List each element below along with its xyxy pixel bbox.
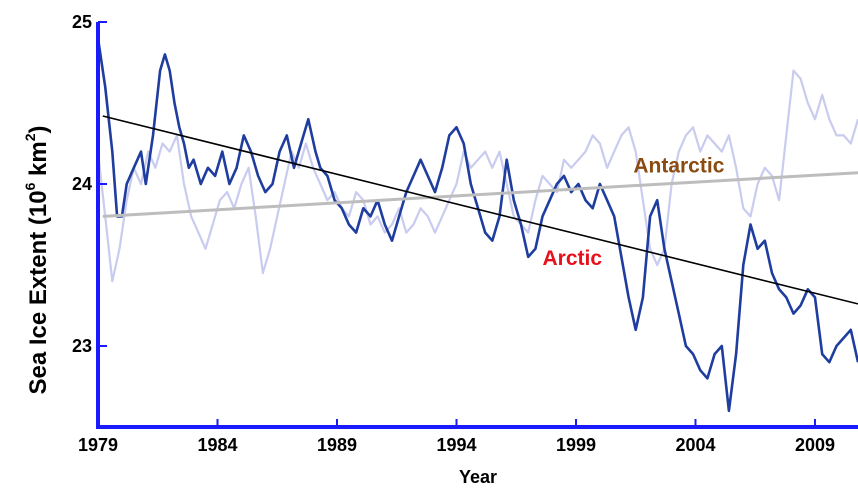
y-axis-title-close: )	[25, 125, 52, 133]
y-axis-title: Sea Ice Extent (106 km2)	[22, 125, 52, 394]
y-tick-label: 25	[72, 12, 92, 32]
y-axis-title-unit-exp: 2	[22, 133, 38, 141]
x-axis-title: Year	[459, 467, 497, 487]
antarctic-series-line	[96, 69, 858, 283]
x-tick-label: 1979	[78, 435, 118, 455]
antarctic-trend-line	[102, 171, 858, 218]
x-tick-label: 1984	[197, 435, 237, 455]
annotation-antarctic: Antarctic	[633, 155, 724, 178]
x-tick-label: 1999	[556, 435, 596, 455]
plot-lines	[96, 38, 858, 413]
x-tick-label: 2004	[675, 435, 715, 455]
x-tick-label: 1994	[436, 435, 476, 455]
x-tick-label: 2009	[795, 435, 835, 455]
x-tick-label: 1989	[317, 435, 357, 455]
arctic-series-line	[96, 38, 858, 413]
annotations: Arctic Antarctic	[543, 155, 725, 270]
y-axis-title-unit: km	[25, 141, 52, 182]
y-axis-title-main: Sea Ice Extent (10	[25, 190, 52, 394]
y-tick-label: 24	[72, 174, 92, 194]
tick-labels: 1979 1984 1989 1994 1999 2004 2009 25 24 23	[72, 12, 835, 455]
y-axis-title-exp: 6	[22, 182, 38, 190]
annotation-arctic: Arctic	[543, 247, 603, 270]
y-tick-label: 23	[72, 336, 92, 356]
axes	[96, 21, 858, 429]
arctic-trend-line	[102, 115, 858, 305]
